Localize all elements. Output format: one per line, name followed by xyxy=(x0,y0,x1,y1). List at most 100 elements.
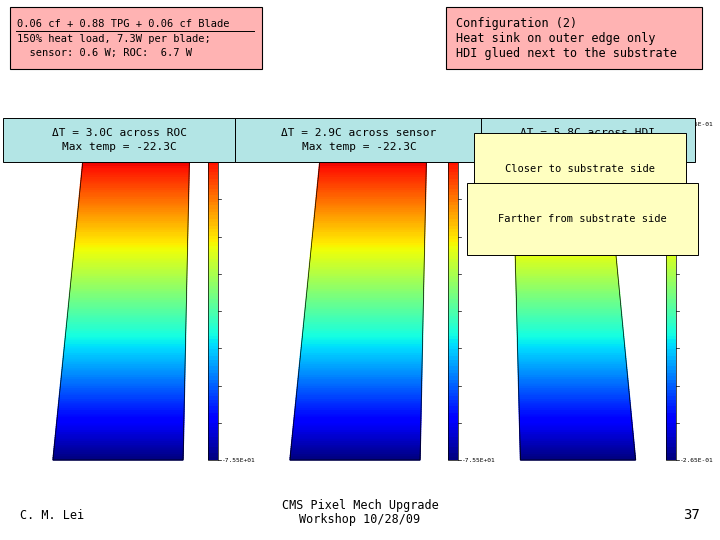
Polygon shape xyxy=(73,262,187,264)
Bar xyxy=(208,329,218,333)
Polygon shape xyxy=(513,143,606,145)
Polygon shape xyxy=(290,458,420,460)
Polygon shape xyxy=(302,337,423,339)
Polygon shape xyxy=(516,299,621,302)
Polygon shape xyxy=(81,176,189,178)
Bar xyxy=(448,215,458,219)
Polygon shape xyxy=(313,227,425,229)
Polygon shape xyxy=(319,167,426,170)
Bar xyxy=(666,400,676,403)
Polygon shape xyxy=(66,335,186,337)
Bar xyxy=(448,162,458,165)
Polygon shape xyxy=(316,196,426,198)
Bar xyxy=(448,155,458,159)
Polygon shape xyxy=(80,190,189,192)
Polygon shape xyxy=(58,403,184,405)
Polygon shape xyxy=(514,220,613,222)
Bar xyxy=(666,235,676,239)
Polygon shape xyxy=(513,163,608,165)
Polygon shape xyxy=(320,152,426,154)
Bar xyxy=(666,276,676,279)
Polygon shape xyxy=(297,383,422,385)
Bar xyxy=(666,376,676,380)
Polygon shape xyxy=(58,409,184,411)
Polygon shape xyxy=(516,282,618,284)
Bar xyxy=(208,319,218,322)
Polygon shape xyxy=(78,200,189,202)
Polygon shape xyxy=(306,299,423,302)
Polygon shape xyxy=(520,440,634,442)
Polygon shape xyxy=(78,207,189,209)
Bar xyxy=(208,209,218,212)
Polygon shape xyxy=(293,427,420,429)
Bar xyxy=(448,176,458,179)
Polygon shape xyxy=(513,185,609,187)
Polygon shape xyxy=(316,198,426,200)
Polygon shape xyxy=(513,147,606,150)
Polygon shape xyxy=(72,271,187,273)
Bar xyxy=(208,443,218,447)
Polygon shape xyxy=(317,190,426,192)
Polygon shape xyxy=(516,275,618,278)
Polygon shape xyxy=(516,268,618,271)
Polygon shape xyxy=(305,304,423,306)
Bar xyxy=(448,366,458,369)
Polygon shape xyxy=(321,147,427,150)
Polygon shape xyxy=(55,436,184,438)
Bar xyxy=(666,363,676,366)
Bar xyxy=(208,286,218,289)
Polygon shape xyxy=(76,227,188,229)
Polygon shape xyxy=(512,130,604,132)
Polygon shape xyxy=(299,368,422,370)
Polygon shape xyxy=(513,154,606,157)
Polygon shape xyxy=(57,418,184,421)
Polygon shape xyxy=(513,187,610,190)
Bar xyxy=(666,413,676,416)
Bar xyxy=(208,276,218,279)
Polygon shape xyxy=(520,425,632,427)
Bar xyxy=(208,141,218,145)
Bar xyxy=(666,138,676,141)
Polygon shape xyxy=(515,242,615,245)
Polygon shape xyxy=(520,427,633,429)
Polygon shape xyxy=(55,431,184,434)
Bar xyxy=(208,138,218,141)
Bar xyxy=(208,129,218,132)
Polygon shape xyxy=(294,411,421,414)
Polygon shape xyxy=(518,383,629,385)
Polygon shape xyxy=(520,444,634,447)
Bar xyxy=(208,262,218,266)
Polygon shape xyxy=(515,229,613,231)
Polygon shape xyxy=(294,421,420,423)
Bar xyxy=(448,447,458,450)
Bar xyxy=(448,396,458,400)
Bar xyxy=(448,453,458,457)
Bar xyxy=(208,239,218,242)
Polygon shape xyxy=(515,227,613,229)
Polygon shape xyxy=(297,387,421,389)
Bar xyxy=(448,195,458,199)
Bar xyxy=(448,407,458,410)
Polygon shape xyxy=(65,339,186,341)
Polygon shape xyxy=(302,333,423,335)
Bar xyxy=(208,373,218,376)
Bar xyxy=(448,413,458,416)
Polygon shape xyxy=(305,313,423,315)
Polygon shape xyxy=(519,405,631,407)
Bar xyxy=(208,407,218,410)
Polygon shape xyxy=(302,343,423,346)
Polygon shape xyxy=(517,319,622,321)
Polygon shape xyxy=(54,444,184,447)
Bar xyxy=(448,390,458,393)
FancyBboxPatch shape xyxy=(10,7,262,69)
Polygon shape xyxy=(516,280,618,282)
Polygon shape xyxy=(323,134,427,137)
Polygon shape xyxy=(75,242,188,245)
Polygon shape xyxy=(295,403,421,405)
Polygon shape xyxy=(70,291,186,293)
Polygon shape xyxy=(65,341,186,343)
Polygon shape xyxy=(313,222,425,225)
Text: ΔT = 3.0C across ROC: ΔT = 3.0C across ROC xyxy=(52,128,186,138)
Bar xyxy=(448,309,458,313)
Polygon shape xyxy=(66,323,186,326)
